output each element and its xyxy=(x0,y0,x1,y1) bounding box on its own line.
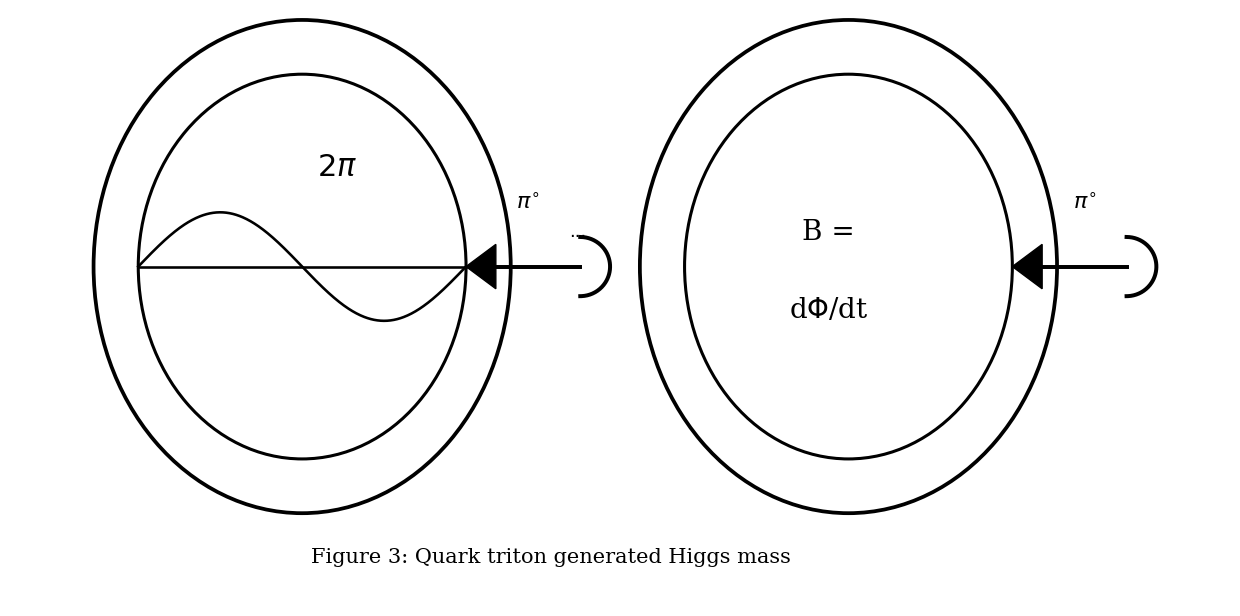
Text: B =: B = xyxy=(802,219,854,246)
Text: Figure 3: Quark triton generated Higgs mass: Figure 3: Quark triton generated Higgs m… xyxy=(310,548,790,567)
Text: d$\Phi$/dt: d$\Phi$/dt xyxy=(789,298,868,325)
Text: $\pi^{\circ}$: $\pi^{\circ}$ xyxy=(516,192,539,214)
Text: ...: ... xyxy=(569,223,587,241)
Text: $\pi^{\circ}$: $\pi^{\circ}$ xyxy=(1073,192,1096,214)
Polygon shape xyxy=(466,245,496,289)
Text: $2\pi$: $2\pi$ xyxy=(317,152,357,184)
Polygon shape xyxy=(1012,245,1042,289)
